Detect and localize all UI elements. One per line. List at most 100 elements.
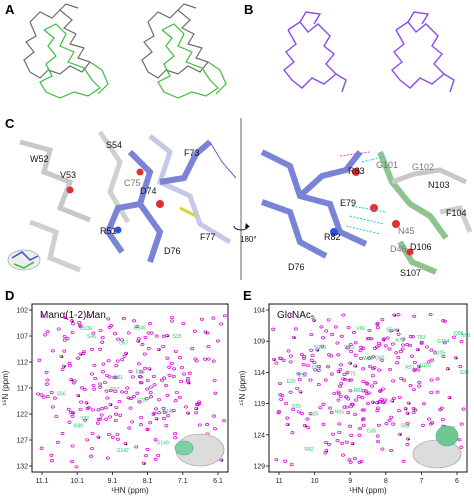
panel-a-stereo-backbone <box>23 3 227 99</box>
peak-label-d67: D67 <box>119 341 128 347</box>
x-axis-label: ¹HN (ppm) <box>349 486 387 495</box>
y-tick-label: 112 <box>17 360 28 367</box>
peak-label-s59: S59 <box>401 424 410 430</box>
peak-label-s35: S35 <box>173 334 182 340</box>
y-tick-labels: 104 109 114 119 124 129 <box>253 308 269 471</box>
y-tick-label: 114 <box>254 370 265 377</box>
residue-label-c75: C75 <box>124 178 141 188</box>
x-tick-label: 6 <box>455 478 459 485</box>
peak-label-s45: S45 <box>87 334 96 340</box>
residue-label-f73: F73 <box>184 148 200 158</box>
panel-a: A <box>0 0 236 110</box>
peak-label-s70: S70 <box>292 404 301 410</box>
protein-surface-inset <box>174 433 225 467</box>
y-tick-label: 122 <box>16 412 28 419</box>
y-axis-label: ¹⁵N (ppm) <box>1 370 10 405</box>
x-tick-label: 8 <box>384 478 388 485</box>
peak-label-r145: R145 <box>134 325 146 331</box>
panel-label-c: C <box>5 116 15 131</box>
residue-label-d76: D76 <box>288 262 305 272</box>
peak-labels: G90G149G39S56S45D136G142N81Y22E58D67S11S… <box>57 325 205 454</box>
panel-label-d: D <box>5 288 15 303</box>
y-tick-label: 109 <box>253 339 265 346</box>
nmr-spectrum-d: Manα(1-2)Man G90 G149 G39 S56 S45 D136 G142 N81… <box>1 303 229 495</box>
peak-label-g90: G90 <box>74 423 84 429</box>
stereo-left-view <box>283 11 347 93</box>
peak-label-e20: E20 <box>287 379 296 385</box>
residue-label-w52: W52 <box>30 154 49 164</box>
spectrum-title: GlcNAc₅ <box>277 310 315 321</box>
nmr-spectrum-e: GlcNAc₅ S70 G36 G80 D79 S59 W52 G104 R82 N66 F75 N… <box>238 303 470 495</box>
residue-label-d106: D106 <box>410 242 432 252</box>
x-tick-labels: 11 10 9 8 7 6 <box>275 472 459 485</box>
residue-label-e79: E79 <box>340 198 356 208</box>
panel-b: B <box>238 0 474 110</box>
peak-label-t93: T93 <box>417 335 426 341</box>
panel-e: E GlcNAc₅ S70 G36 G80 D79 S59 W52 G104 R82 N66 F7… <box>237 286 474 497</box>
peak-label-d105: D105 <box>433 351 445 357</box>
peak-label-g36: G36 <box>367 429 377 435</box>
x-tick-label: 11 <box>275 478 282 485</box>
peak-label-s54: S54 <box>386 327 395 333</box>
panel-c: C 180° <box>0 112 474 284</box>
peak-label-a78: A78 <box>395 338 404 344</box>
residue-label-n45: N45 <box>398 226 415 236</box>
residue-label-n103: N103 <box>428 180 450 190</box>
y-tick-label: 127 <box>16 438 28 445</box>
panel-c-structure-closeups: 180° W52 S54 V53 C75 F73 D74 R51 D76 F77 R83 G101 G… <box>7 118 473 280</box>
peak-label-r97: R97 <box>110 387 119 393</box>
purple-backbone-trace <box>283 21 338 89</box>
peak-label-r82: R82 <box>305 447 314 453</box>
residue-label-s107: S107 <box>400 268 421 278</box>
y-tick-label: 132 <box>16 464 28 471</box>
peak-label-g39: G39 <box>137 398 147 404</box>
residue-label-r83: R83 <box>348 166 365 176</box>
residue-label-s54: S54 <box>106 140 122 150</box>
peak-label-r51: R51 <box>405 365 414 371</box>
residue-label-v53: V53 <box>60 170 76 180</box>
peak-label-q96: Q96 <box>454 331 464 337</box>
peak-label-s56: S56 <box>57 392 66 398</box>
residue-label-g102: G102 <box>412 162 434 172</box>
peak-label-g142: G142 <box>117 448 129 454</box>
y-tick-label: 107 <box>16 334 28 341</box>
x-tick-label: 6.1 <box>213 478 223 485</box>
peak-label-g104: G104 <box>437 339 449 345</box>
stereo-left-view <box>23 3 109 99</box>
peak-label-n103: N103 <box>314 345 326 351</box>
residue-label-d76: D76 <box>164 246 181 256</box>
x-tick-labels: 11.1 10.1 9.1 8.1 7.1 6.1 <box>35 472 223 485</box>
y-tick-label: 129 <box>253 464 265 471</box>
peak-label-e58: E58 <box>136 369 145 375</box>
y-tick-labels: 102 107 112 117 122 127 132 <box>16 308 32 471</box>
y-tick-label: 117 <box>17 386 28 393</box>
peak-label-s38: S38 <box>460 370 469 376</box>
y-tick-label: 104 <box>253 308 265 315</box>
x-tick-label: 9 <box>348 478 352 485</box>
x-tick-label: 7 <box>419 478 423 485</box>
x-tick-label: 8.1 <box>143 478 153 485</box>
y-tick-label: 119 <box>254 401 265 408</box>
y-tick-label: 102 <box>16 308 28 315</box>
peak-label-d79: D79 <box>312 365 321 371</box>
plot-frame <box>268 303 468 473</box>
residue-label-d74: D74 <box>140 186 157 196</box>
panel-label-b: B <box>244 2 254 17</box>
peak-label-n65: N65 <box>335 410 344 416</box>
grey-backbone-trace <box>23 9 92 79</box>
x-tick-label: 10 <box>311 478 319 485</box>
peak-label-v53: V53 <box>298 373 307 379</box>
peak-cloud <box>36 314 227 469</box>
peak-label-g149: G149 <box>157 441 169 447</box>
protein-surface-inset <box>412 425 462 469</box>
residue-label-f77: F77 <box>200 232 216 242</box>
left-closeup-sticks <box>19 130 237 273</box>
overview-inset <box>7 249 41 271</box>
residue-label-r82: R82 <box>324 232 341 242</box>
peak-label-d136: D136 <box>80 326 92 332</box>
y-axis-label: ¹⁵N (ppm) <box>238 370 247 405</box>
x-tick-label: 11.1 <box>35 478 48 485</box>
residue-label-r51: R51 <box>100 226 117 236</box>
peak-label-n140: N140 <box>162 409 174 415</box>
right-closeup-sticks <box>260 149 473 275</box>
